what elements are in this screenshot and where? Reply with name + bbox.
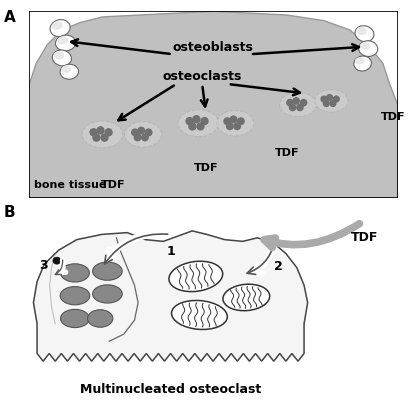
Text: TDF: TDF	[380, 112, 405, 121]
Circle shape	[289, 105, 295, 111]
Ellipse shape	[171, 301, 227, 330]
Circle shape	[320, 97, 326, 103]
Circle shape	[300, 100, 306, 106]
Circle shape	[200, 118, 207, 125]
Circle shape	[193, 117, 199, 124]
Ellipse shape	[92, 263, 122, 281]
Circle shape	[131, 130, 138, 136]
Circle shape	[138, 128, 144, 135]
Ellipse shape	[354, 27, 373, 43]
Ellipse shape	[55, 36, 76, 52]
Ellipse shape	[359, 43, 370, 51]
Ellipse shape	[53, 258, 61, 265]
Text: 3: 3	[39, 258, 47, 271]
Text: 1: 1	[166, 244, 175, 257]
Ellipse shape	[61, 264, 89, 282]
Circle shape	[97, 128, 103, 135]
Ellipse shape	[82, 122, 123, 148]
Circle shape	[142, 135, 148, 142]
Circle shape	[286, 100, 292, 106]
Ellipse shape	[50, 20, 70, 38]
Ellipse shape	[52, 22, 63, 31]
Ellipse shape	[54, 52, 64, 60]
Circle shape	[105, 130, 112, 137]
Circle shape	[93, 135, 100, 142]
Ellipse shape	[60, 65, 78, 80]
Circle shape	[326, 95, 332, 101]
Ellipse shape	[60, 287, 90, 305]
Ellipse shape	[178, 110, 218, 137]
Text: osteoclasts: osteoclasts	[162, 70, 241, 83]
Text: TDF: TDF	[274, 148, 299, 157]
Circle shape	[333, 97, 338, 103]
Ellipse shape	[124, 122, 161, 148]
Circle shape	[237, 119, 243, 125]
Ellipse shape	[354, 58, 364, 65]
Ellipse shape	[61, 66, 71, 74]
Circle shape	[90, 130, 97, 137]
Ellipse shape	[279, 93, 316, 117]
Circle shape	[189, 124, 196, 130]
Ellipse shape	[92, 285, 122, 303]
Ellipse shape	[52, 51, 71, 67]
Text: A: A	[4, 10, 16, 25]
Ellipse shape	[353, 57, 371, 72]
Circle shape	[223, 119, 230, 125]
Ellipse shape	[314, 90, 347, 113]
Circle shape	[296, 105, 302, 111]
Circle shape	[186, 118, 193, 125]
Text: B: B	[4, 204, 16, 220]
Text: TDF: TDF	[350, 230, 378, 243]
Circle shape	[329, 101, 335, 107]
Circle shape	[226, 124, 232, 130]
Text: TDF: TDF	[193, 162, 218, 172]
Ellipse shape	[57, 37, 68, 45]
Ellipse shape	[216, 111, 253, 137]
Polygon shape	[29, 12, 397, 198]
Circle shape	[101, 135, 108, 142]
Polygon shape	[34, 231, 307, 361]
Text: TDF: TDF	[101, 179, 126, 189]
Text: bone tissue: bone tissue	[34, 179, 106, 189]
Circle shape	[134, 135, 140, 142]
Ellipse shape	[88, 310, 112, 328]
Ellipse shape	[358, 42, 377, 57]
Text: 2: 2	[274, 260, 283, 273]
Ellipse shape	[222, 285, 269, 311]
Circle shape	[145, 130, 151, 136]
Text: Multinucleated osteoclast: Multinucleated osteoclast	[80, 382, 261, 395]
Ellipse shape	[169, 262, 222, 292]
Circle shape	[197, 124, 203, 130]
Circle shape	[230, 117, 236, 124]
Circle shape	[323, 101, 328, 107]
Ellipse shape	[355, 28, 366, 36]
Text: osteoblasts: osteoblasts	[172, 41, 253, 54]
Circle shape	[234, 124, 240, 130]
Circle shape	[292, 99, 299, 105]
Ellipse shape	[61, 310, 89, 328]
